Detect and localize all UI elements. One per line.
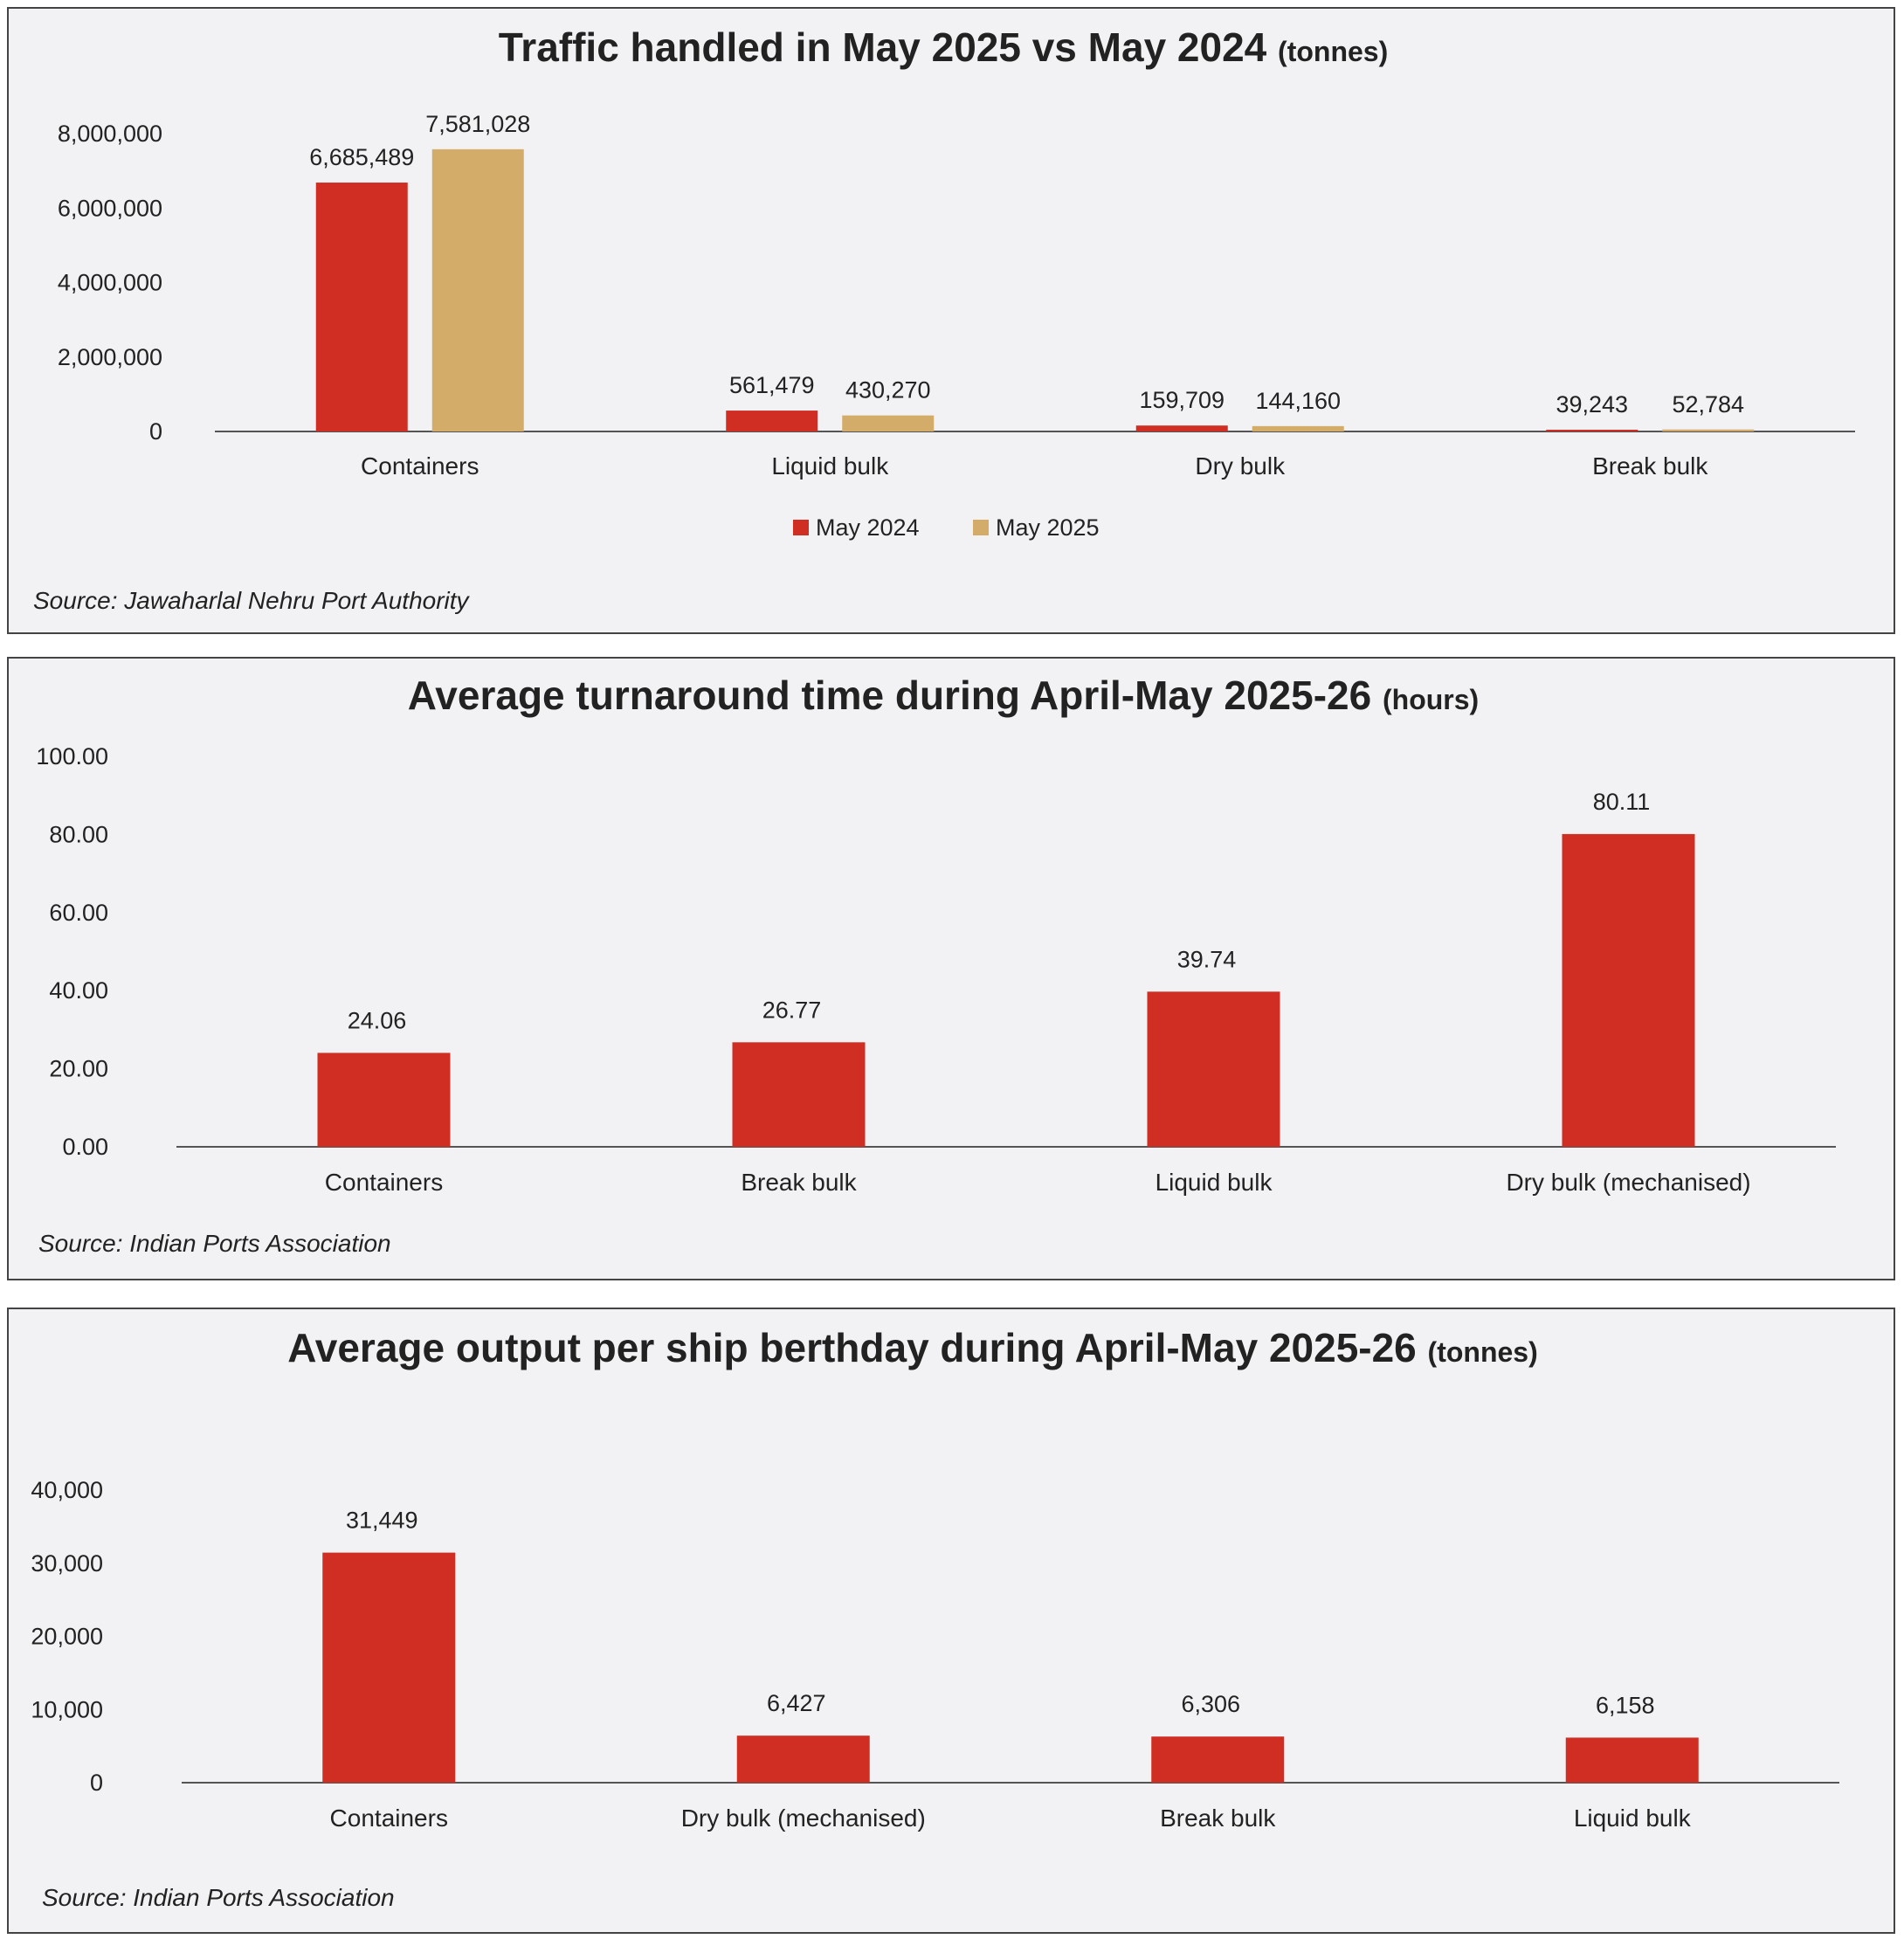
data-label: 26.77 (762, 997, 822, 1023)
bar (1565, 1737, 1699, 1783)
chart-title: Average output per ship berthday during … (287, 1325, 1538, 1370)
turnaround-chart-panel: Average turnaround time during April-May… (7, 657, 1895, 1280)
data-label: 80.11 (1593, 789, 1651, 815)
data-label: 24.06 (348, 1007, 407, 1033)
chart-title: Traffic handled in May 2025 vs May 2024 … (499, 24, 1389, 70)
legend-swatch (793, 520, 809, 535)
bar-may-2025 (431, 148, 524, 431)
bar-may-2025 (842, 415, 935, 431)
turnaround-chart: Average turnaround time during April-May… (36, 673, 1836, 1196)
bar (322, 1552, 456, 1783)
chart-title-text: Average turnaround time during April-May… (408, 673, 1383, 718)
bar-may-2024 (1135, 425, 1228, 431)
traffic-chart-source: Source: Jawaharlal Nehru Port Authority (33, 587, 469, 614)
y-tick-label: 80.00 (49, 821, 108, 847)
y-tick-label: 0.00 (62, 1134, 108, 1160)
x-category-label: Break bulk (741, 1169, 857, 1196)
output-chart: Average output per ship berthday during … (31, 1325, 1839, 1832)
chart-title-unit: (tonnes) (1278, 36, 1388, 67)
data-label: 52,784 (1672, 391, 1744, 417)
data-label: 6,306 (1181, 1691, 1240, 1717)
data-label: 159,709 (1139, 387, 1224, 413)
y-tick-label: 6,000,000 (58, 195, 162, 221)
y-tick-label: 20,000 (31, 1624, 103, 1650)
legend-label: May 2024 (816, 514, 920, 541)
y-tick-label: 40,000 (31, 1477, 103, 1503)
data-label: 561,479 (729, 372, 815, 398)
y-tick-label: 0 (90, 1770, 103, 1796)
y-tick-label: 0 (149, 418, 162, 445)
y-tick-label: 4,000,000 (58, 270, 162, 296)
x-category-label: Liquid bulk (1574, 1805, 1692, 1832)
bar (317, 1052, 451, 1147)
data-label: 430,270 (845, 377, 931, 404)
chart-title-text: Traffic handled in May 2025 vs May 2024 (499, 24, 1278, 70)
x-category-label: Containers (325, 1169, 443, 1196)
data-label: 6,427 (767, 1690, 826, 1716)
x-category-label: Break bulk (1592, 452, 1708, 480)
x-category-label: Containers (361, 452, 479, 480)
chart-title: Average turnaround time during April-May… (408, 673, 1479, 718)
bar-may-2025 (1252, 425, 1344, 431)
data-label: 6,158 (1596, 1692, 1655, 1718)
bar-may-2025 (1662, 429, 1755, 431)
y-tick-label: 8,000,000 (58, 121, 162, 147)
data-label: 7,581,028 (425, 111, 530, 137)
legend-swatch (973, 520, 989, 535)
bar (1147, 991, 1280, 1147)
chart-title-unit: (tonnes) (1428, 1336, 1538, 1368)
x-category-label: Dry bulk (1195, 452, 1286, 480)
x-category-label: Liquid bulk (1156, 1169, 1273, 1196)
y-tick-label: 30,000 (31, 1550, 103, 1577)
bar (1151, 1736, 1285, 1783)
y-tick-label: 20.00 (49, 1056, 108, 1082)
data-label: 39.74 (1177, 946, 1237, 972)
bar-may-2024 (726, 411, 818, 431)
output-chart-panel: Average output per ship berthday during … (7, 1308, 1895, 1934)
data-label: 39,243 (1556, 391, 1628, 417)
y-tick-label: 40.00 (49, 977, 108, 1004)
x-category-label: Break bulk (1160, 1805, 1276, 1832)
bar (1562, 833, 1695, 1147)
data-label: 144,160 (1255, 388, 1341, 414)
x-category-label: Dry bulk (mechanised) (681, 1805, 926, 1832)
bar (736, 1736, 870, 1783)
turnaround-chart-source: Source: Indian Ports Association (38, 1230, 391, 1257)
data-label: 6,685,489 (309, 144, 414, 170)
chart-title-unit: (hours) (1383, 684, 1479, 715)
x-category-label: Dry bulk (mechanised) (1506, 1169, 1750, 1196)
bar (732, 1042, 866, 1147)
traffic-chart: Traffic handled in May 2025 vs May 2024 … (58, 24, 1855, 541)
legend-label: May 2025 (996, 514, 1100, 541)
output-chart-source: Source: Indian Ports Association (42, 1884, 395, 1911)
chart-title-text: Average output per ship berthday during … (287, 1325, 1427, 1370)
bar-may-2024 (1546, 430, 1638, 431)
x-category-label: Containers (330, 1805, 448, 1832)
data-label: 31,449 (346, 1508, 418, 1534)
traffic-chart-panel: Traffic handled in May 2025 vs May 2024 … (7, 7, 1895, 634)
y-tick-label: 10,000 (31, 1696, 103, 1722)
x-category-label: Liquid bulk (771, 452, 889, 480)
y-tick-label: 60.00 (49, 900, 108, 926)
bar-may-2024 (315, 183, 408, 431)
y-tick-label: 100.00 (36, 743, 108, 769)
y-tick-label: 2,000,000 (58, 344, 162, 370)
